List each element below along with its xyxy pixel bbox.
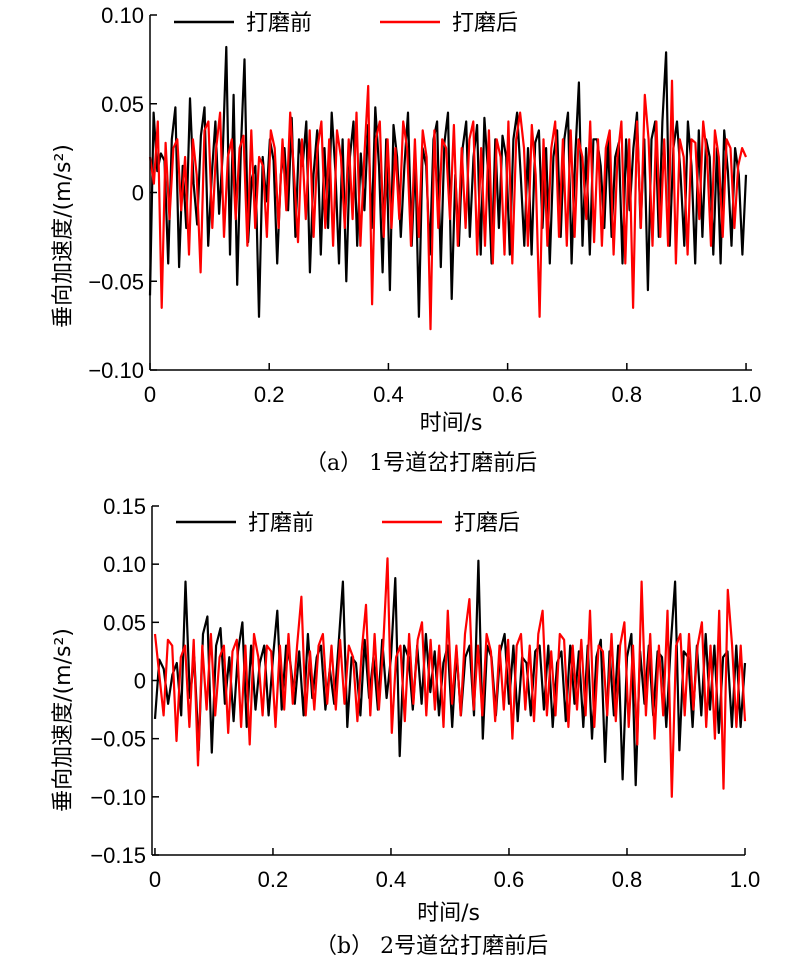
x-tick-label: 1.0 (731, 382, 762, 407)
x-tick-label: 0.6 (494, 867, 525, 892)
y-tick-label: 0.10 (101, 3, 144, 28)
x-tick-label: 0.4 (376, 867, 407, 892)
y-tick-label: 0 (132, 181, 144, 206)
y-tick-label: −0.05 (88, 269, 144, 294)
y-axis-label: 垂向加速度/(m/s²) (51, 628, 76, 812)
y-tick-label: 0.10 (103, 552, 146, 577)
y-tick-label: −0.15 (90, 843, 146, 868)
y-axis-label: 垂向加速度/(m/s²) (51, 144, 76, 328)
x-tick-label: 0.6 (492, 382, 523, 407)
chart-caption: （b） 2号道岔打磨前后 (315, 934, 548, 959)
chart-caption: （a） 1号道岔打磨前后 (305, 451, 537, 476)
y-tick-label: −0.10 (88, 358, 144, 383)
chart-panel-a: −0.10 −0.05 0 0.05 0.10 0 0.2 0.4 0.6 0.8 1.0 时间/s 垂… (51, 3, 761, 476)
legend-label-after: 打磨后 (454, 511, 520, 536)
y-tick-label: 0.05 (103, 610, 146, 635)
x-axis-label: 时间/s (420, 411, 483, 436)
legend-label-before: 打磨前 (248, 511, 314, 536)
y-tick-label: −0.05 (90, 727, 146, 752)
legend-label-before: 打磨前 (246, 11, 312, 36)
x-tick-label: 0 (144, 382, 156, 407)
x-tick-label: 0.4 (373, 382, 404, 407)
y-tick-label: 0 (134, 669, 146, 694)
y-tick-label: 0.15 (103, 494, 146, 519)
x-axis-label: 时间/s (417, 901, 480, 926)
x-tick-label: 0.8 (612, 867, 643, 892)
chart-panel-b: −0.15 −0.10 −0.05 0 0.05 0.10 0.15 0 0.2 0.4 0.6 0.… (51, 494, 760, 959)
y-tick-label: −0.10 (90, 785, 146, 810)
x-tick-label: 0.8 (612, 382, 643, 407)
legend-label-after: 打磨后 (452, 11, 518, 36)
x-tick-label: 0.2 (258, 867, 289, 892)
series-line-after (153, 557, 747, 798)
x-tick-label: 0.2 (254, 382, 285, 407)
series-line-after (148, 79, 748, 331)
x-tick-label: 1.0 (730, 867, 761, 892)
y-tick-label: 0.05 (101, 92, 144, 117)
x-tick-label: 0 (149, 867, 161, 892)
